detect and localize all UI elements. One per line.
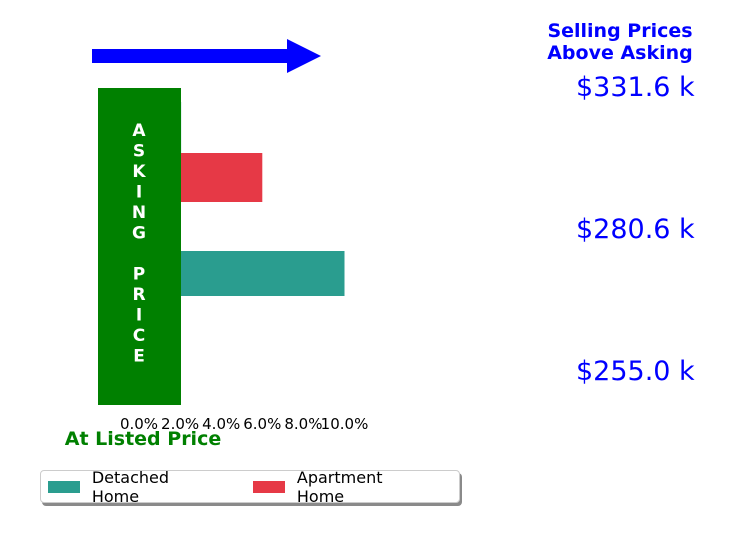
asking-price-box: [98, 88, 181, 405]
header-line-1: Selling Prices: [547, 20, 693, 42]
asking-letter-3: I: [136, 183, 142, 203]
x-tick-label-3: 6.0%: [243, 415, 281, 433]
price-label-bottom: $255.0 k: [576, 356, 695, 387]
legend: Detached Home Apartment Home: [40, 468, 460, 506]
header-line-2: Above Asking: [547, 42, 693, 64]
x-tick-label-2: 4.0%: [202, 415, 240, 433]
asking-letter-10: C: [133, 326, 145, 346]
header-text: Selling Prices Above Asking: [525, 20, 715, 64]
x-tick-label-5: 10.0%: [321, 415, 369, 433]
asking-letter-7: P: [133, 265, 145, 285]
x-axis-label: At Listed Price: [65, 428, 221, 450]
price-label-middle: $280.6 k: [576, 214, 695, 245]
x-tick-label-4: 8.0%: [284, 415, 322, 433]
asking-letter-5: G: [132, 224, 146, 244]
asking-letter-8: R: [132, 285, 145, 305]
legend-label-apartment: Apartment Home: [296, 467, 383, 506]
asking-letter-1: S: [133, 142, 145, 162]
direction-arrow-icon: [92, 39, 321, 73]
legend-item-detached: Detached Home: [48, 468, 213, 506]
asking-letter-9: I: [136, 306, 142, 326]
asking-letter-4: N: [132, 203, 146, 223]
x-tick-label-1: 2.0%: [161, 415, 199, 433]
legend-item-apartment: Apartment Home: [253, 468, 426, 506]
legend-label-detached: Detached Home: [91, 467, 170, 506]
asking-letter-0: A: [132, 121, 146, 141]
price-label-top: $331.6 k: [576, 72, 695, 103]
x-tick-label-0: 0.0%: [120, 415, 158, 433]
legend-swatch-detached: [48, 480, 80, 493]
legend-swatch-apartment: [253, 480, 285, 493]
asking-letter-2: K: [132, 162, 146, 182]
asking-letter-11: E: [133, 347, 145, 367]
